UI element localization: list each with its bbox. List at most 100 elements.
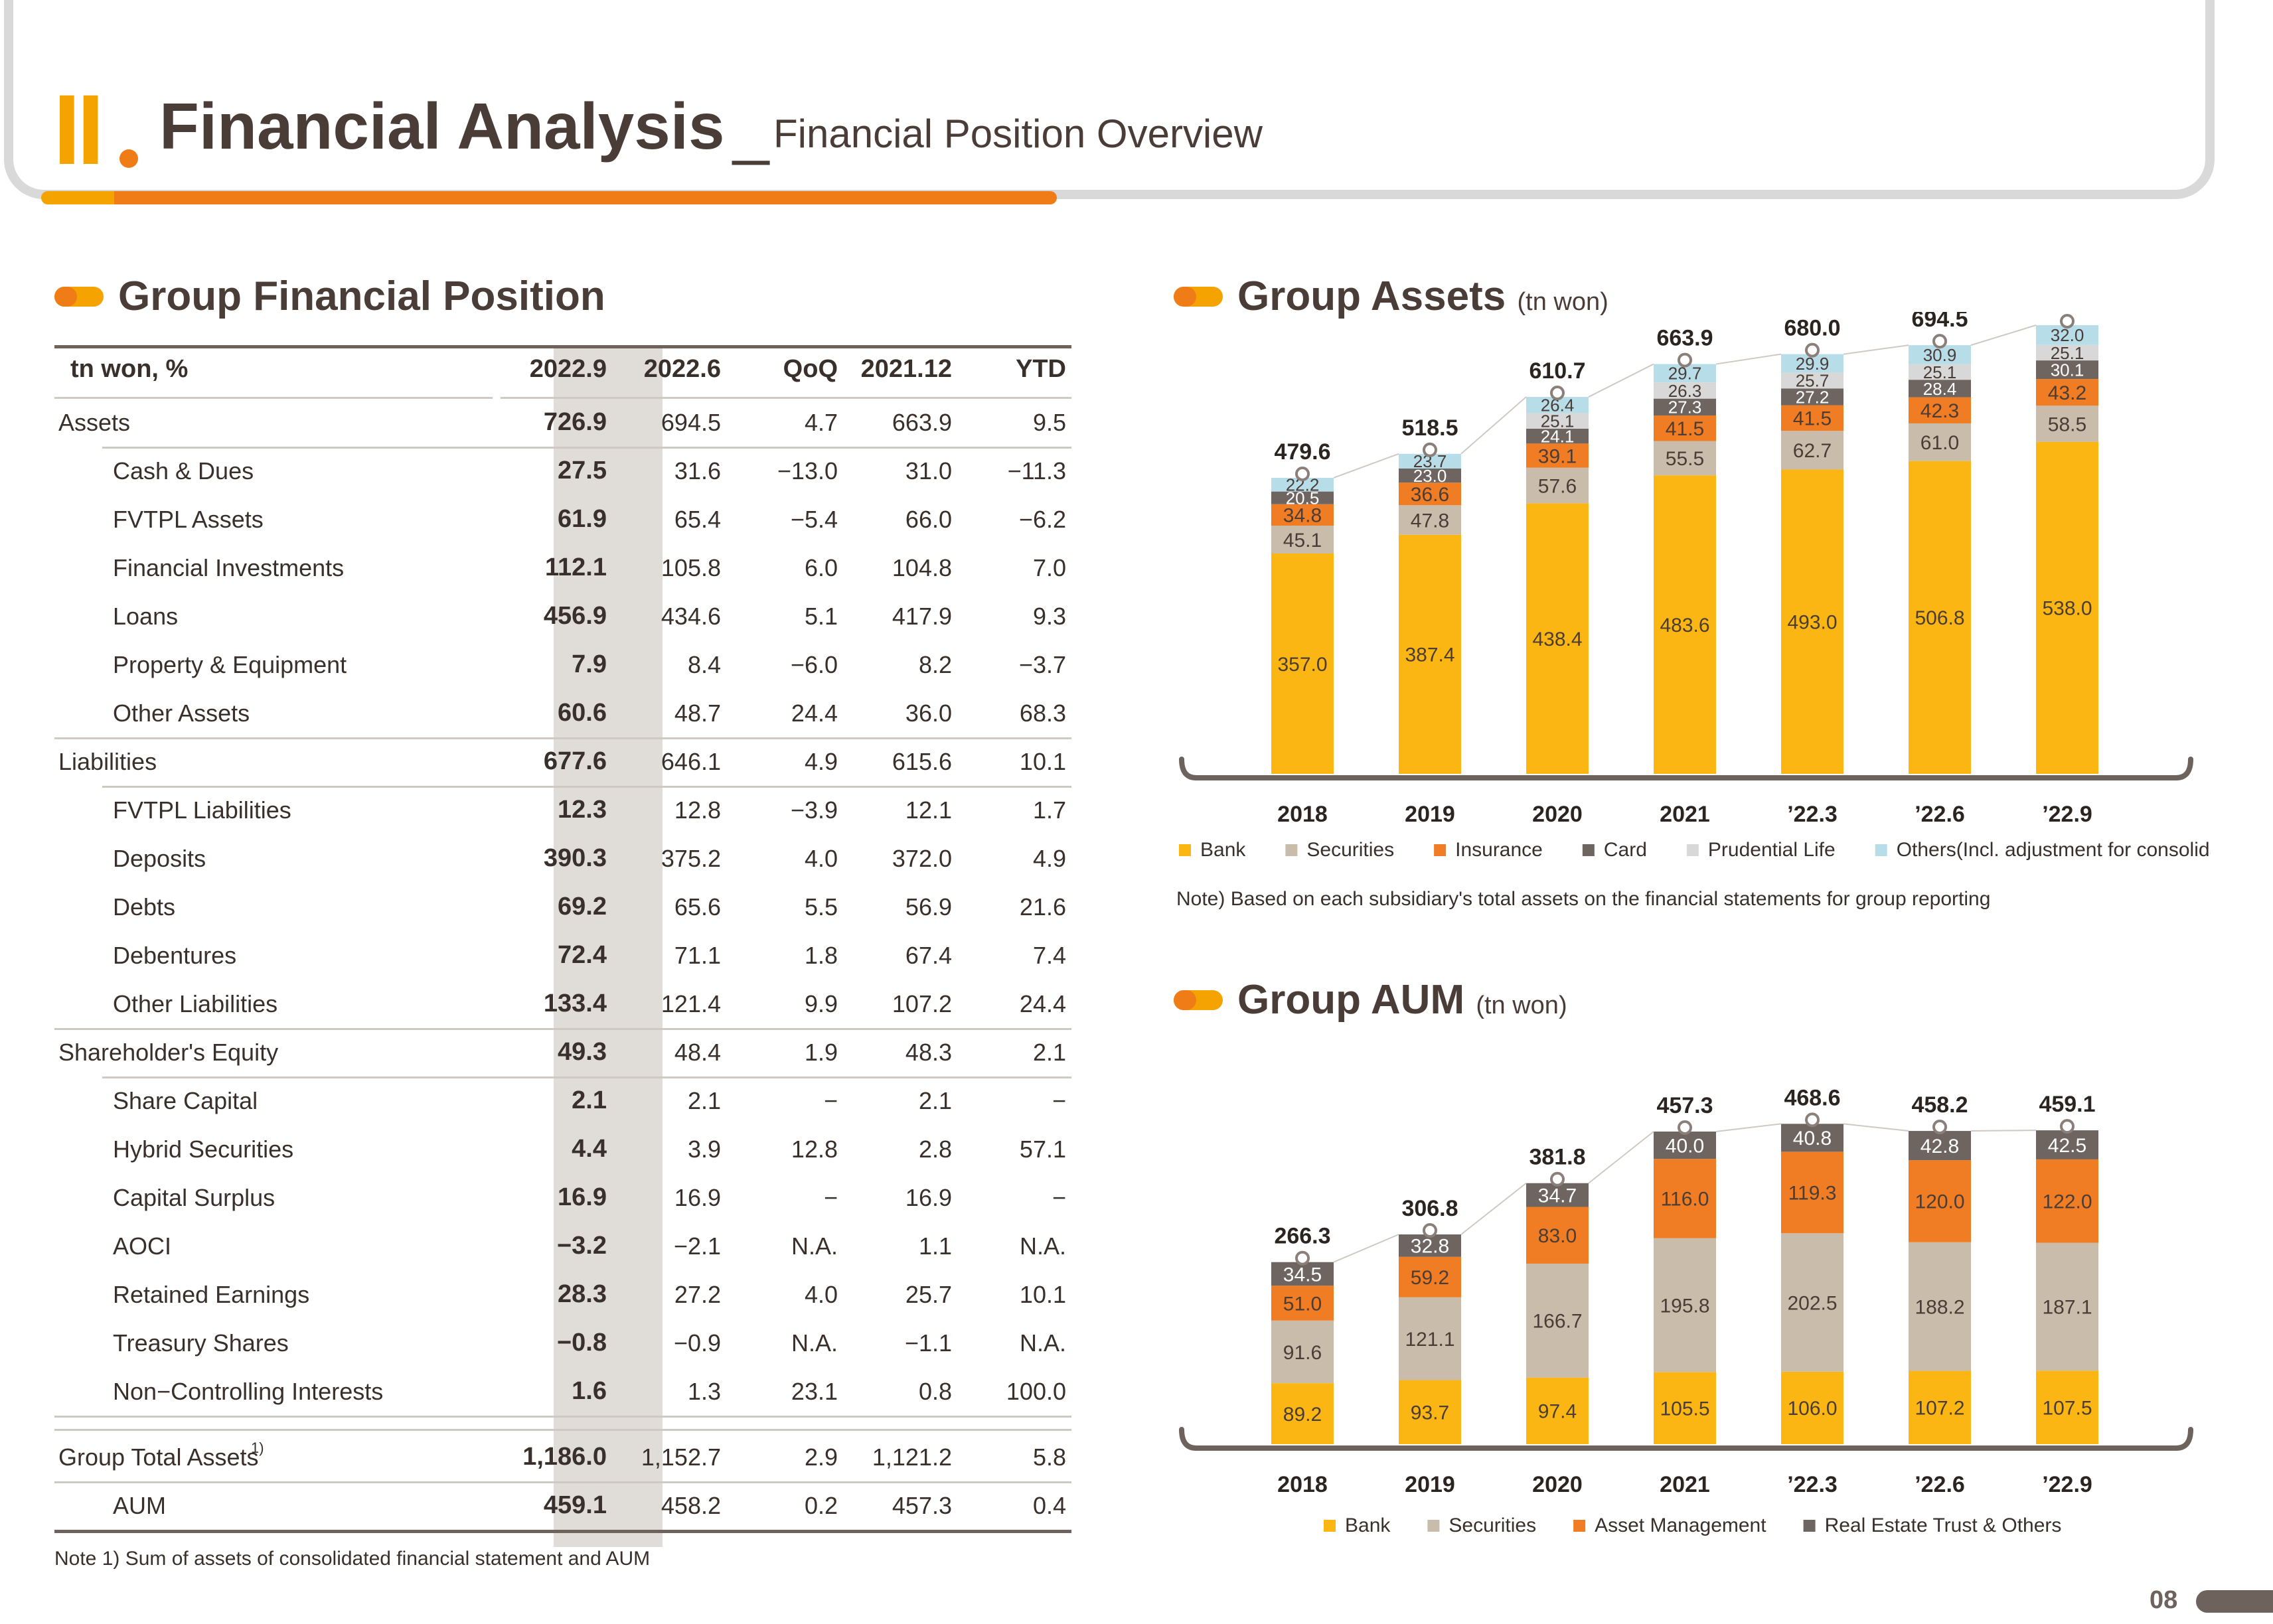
cell-value: 2.8 [918, 1136, 952, 1163]
total-label: 680.0 [1784, 316, 1840, 341]
legend-swatch [1803, 1520, 1816, 1532]
x-tick-label: 2019 [1405, 802, 1455, 827]
legend-label: Bank [1345, 1514, 1391, 1536]
bar-segment [1909, 423, 1971, 461]
position-title: Group Financial Position [118, 273, 605, 319]
bar-segment [1526, 413, 1589, 429]
cell-value: 9.9 [804, 990, 838, 1017]
bar-segment [1526, 1377, 1589, 1444]
data-label: 506.8 [1915, 607, 1964, 629]
cell-value: 677.6 [543, 747, 607, 775]
data-label: 61.0 [1920, 432, 1959, 454]
cell-value: 10.1 [1019, 1281, 1066, 1308]
data-label: 83.0 [1538, 1225, 1577, 1247]
bar-segment [1781, 405, 1843, 431]
bar-segment [1909, 380, 1971, 398]
table-row: Deposits 390.3 375.2 4.0 372.0 4.9 [54, 834, 1071, 883]
data-label: 47.8 [1411, 510, 1449, 532]
cell-value: 390.3 [543, 844, 607, 872]
cell-value: 49.3 [558, 1038, 607, 1066]
cell-value: 1.7 [1032, 796, 1066, 824]
row-label: AOCI [113, 1232, 172, 1260]
cell-value: 0.8 [918, 1378, 952, 1405]
bar-segment [2036, 1370, 2098, 1444]
data-label: 42.8 [1920, 1136, 1959, 1157]
legend-swatch [1875, 844, 1887, 856]
bar-segment [1271, 1383, 1334, 1444]
bar-segment [2036, 1159, 2098, 1243]
cell-value: − [823, 1184, 838, 1211]
table-row: Financial Investments 112.1 105.8 6.0 104.8 7… [54, 544, 1071, 592]
row-rule [102, 447, 1071, 449]
bar-segment [1654, 475, 1716, 774]
column-header: 2022.6 [643, 355, 721, 383]
cell-value: N.A. [791, 1329, 838, 1357]
cell-value: 1.8 [804, 942, 838, 969]
cell-value: 16.9 [674, 1184, 721, 1211]
data-label: 387.4 [1405, 644, 1454, 666]
data-label: 357.0 [1277, 654, 1327, 676]
bar-segment [1526, 1207, 1589, 1264]
cell-value: 417.9 [892, 603, 952, 630]
bar-segment [1271, 504, 1334, 526]
cell-value: 2.1 [1032, 1039, 1066, 1066]
cell-value: 66.0 [905, 506, 952, 533]
current-column-shade [554, 345, 663, 1547]
cell-value: −0.9 [673, 1329, 721, 1357]
page-tab [2196, 1590, 2273, 1613]
aum-title-text: Group AUM [1237, 977, 1465, 1023]
legend-label: Prudential Life [1708, 839, 1836, 861]
cell-value: −5.4 [790, 506, 838, 533]
data-label: 42.3 [1920, 400, 1959, 422]
data-label: 24.1 [1541, 427, 1575, 447]
cell-value: 121.4 [661, 990, 721, 1017]
table-row: AUM 459.1 458.2 0.2 457.3 0.4 [54, 1481, 1071, 1530]
cell-value: −3.2 [556, 1232, 607, 1260]
data-label: 62.7 [1793, 440, 1832, 462]
cell-value: 16.9 [558, 1183, 607, 1211]
total-marker [1932, 334, 1947, 349]
total-marker [1932, 1120, 1947, 1135]
cell-value: −6.2 [1018, 506, 1066, 533]
legend-label: Securities [1306, 839, 1394, 861]
cell-value: 72.4 [558, 941, 607, 969]
table-row: Assets 726.9 694.5 4.7 663.9 9.5 [54, 398, 1071, 447]
section-rule [54, 1028, 1071, 1030]
title-separator: _ [733, 93, 769, 166]
total-label: 458.2 [1911, 1092, 1968, 1118]
bar-segment [1271, 1286, 1334, 1321]
cell-value: N.A. [1019, 1329, 1066, 1357]
row-label: Cash & Dues [113, 457, 254, 484]
total-marker [1678, 352, 1692, 368]
bar-segment [1781, 1233, 1843, 1372]
trend-line [1970, 325, 2037, 346]
bar-segment [1526, 467, 1589, 504]
legend-swatch [1573, 1520, 1586, 1532]
cell-value: −0.8 [556, 1329, 607, 1357]
bar-segment [1654, 441, 1716, 476]
bar-segment [1909, 1131, 1971, 1161]
data-label: 39.1 [1538, 445, 1577, 467]
table-row: Share Capital 2.1 2.1 − 2.1 − [54, 1076, 1071, 1125]
cell-value: 56.9 [905, 893, 952, 921]
cell-value: 48.3 [905, 1039, 952, 1066]
total-marker [1678, 1120, 1692, 1135]
bar-segment [1781, 1151, 1843, 1234]
data-label: 32.0 [2051, 325, 2084, 345]
bar-segment [1781, 431, 1843, 470]
cell-value: 8.4 [687, 651, 721, 678]
total-label: 518.5 [1401, 415, 1458, 441]
cell-value: 434.6 [661, 603, 721, 630]
data-label: 93.7 [1411, 1402, 1449, 1424]
table-row: Other Assets 60.6 48.7 24.4 36.0 68.3 [54, 689, 1071, 737]
aum-unit: (tn won) [1476, 992, 1567, 1019]
data-label: 58.5 [2048, 413, 2086, 435]
trend-line [1970, 1130, 2037, 1132]
bar-segment [1271, 1262, 1334, 1286]
total-marker [1423, 442, 1437, 457]
x-tick-label: ’22.6 [1915, 1472, 1965, 1497]
x-tick-label: 2020 [1532, 802, 1583, 827]
bar-segment [1909, 364, 1971, 380]
data-label: 51.0 [1283, 1293, 1322, 1315]
total-marker [2060, 1119, 2075, 1134]
